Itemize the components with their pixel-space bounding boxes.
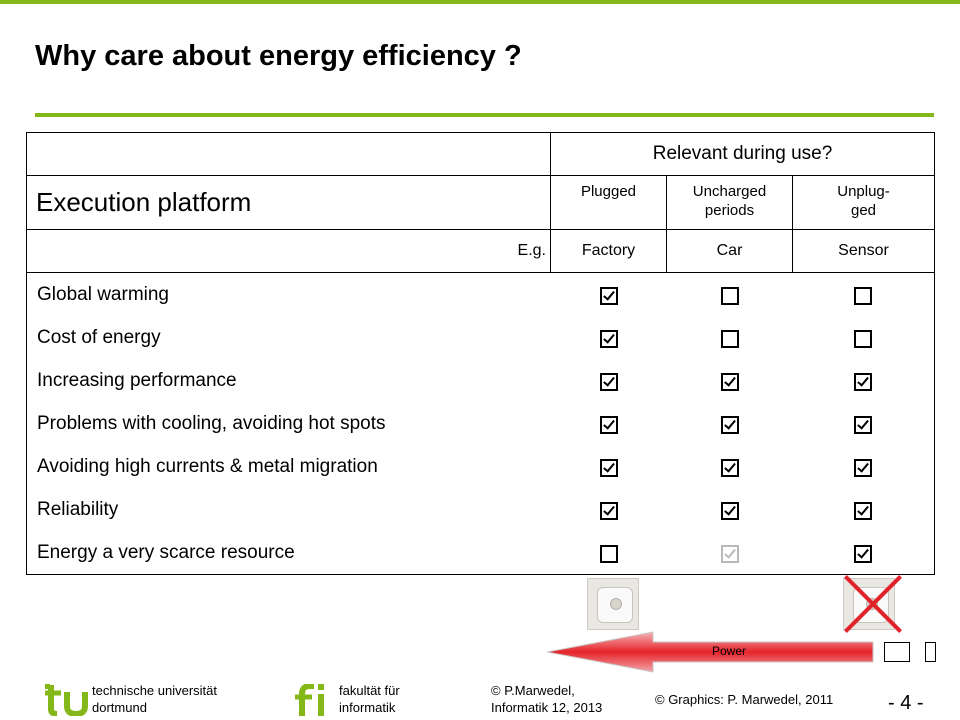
faculty-name-line2: informatik xyxy=(339,700,396,715)
row-label: Increasing performance xyxy=(26,359,551,402)
checked-box-icon xyxy=(599,329,618,348)
mark-cell-uncharged xyxy=(667,316,793,359)
relevant-during-use-header: Relevant during use? xyxy=(549,132,936,176)
empty-box-icon xyxy=(854,286,873,305)
platform-header-row: Execution platform Plugged Uncharged peri… xyxy=(26,175,936,230)
checked-box-icon xyxy=(854,372,873,391)
checked-box-icon xyxy=(854,458,873,477)
mark-cell-plugged xyxy=(551,402,667,445)
row-label: Cost of energy xyxy=(26,316,551,359)
slide-title: Why care about energy efficiency ? xyxy=(35,40,522,72)
row-label: Avoiding high currents & metal migration xyxy=(26,445,551,488)
table-row: Reliability xyxy=(26,488,936,531)
eg-label: E.g. xyxy=(26,229,551,273)
table-row: Avoiding high currents & metal migration xyxy=(26,445,936,488)
mark-cell-unplugged xyxy=(792,402,936,445)
university-name-line1: technische universität xyxy=(92,683,218,698)
checked-box-icon xyxy=(720,501,739,520)
wall-socket-image xyxy=(587,578,639,630)
checked-box-icon xyxy=(720,415,739,434)
empty-box-icon xyxy=(599,544,618,563)
top-accent-line xyxy=(0,0,960,4)
page-number: - 4 - xyxy=(888,692,924,714)
mark-cell-uncharged xyxy=(667,359,793,402)
graphics-credit: © Graphics: P. Marwedel, 2011 xyxy=(655,692,834,707)
checked-box-icon xyxy=(720,458,739,477)
example-factory: Factory xyxy=(550,229,667,273)
checked-box-icon xyxy=(599,415,618,434)
outline-square xyxy=(884,642,910,662)
mark-cell-plugged xyxy=(551,488,667,531)
checked-box-icon xyxy=(854,415,873,434)
mark-cell-plugged xyxy=(551,316,667,359)
column-header-uncharged: Uncharged periods xyxy=(666,175,793,230)
empty-corner-cell xyxy=(26,132,551,176)
relevant-header-row: Relevant during use? xyxy=(26,132,936,176)
checked-box-icon xyxy=(854,544,873,563)
mark-cell-uncharged xyxy=(667,273,793,317)
row-label: Reliability xyxy=(26,488,551,531)
author-credit-line2: Informatik 12, 2013 xyxy=(491,700,603,715)
row-label: Energy a very scarce resource xyxy=(26,531,551,575)
mark-cell-uncharged xyxy=(666,531,793,575)
table-row: Global warming xyxy=(26,272,936,317)
power-label: Power xyxy=(712,644,747,658)
table-row: Energy a very scarce resource xyxy=(26,531,936,575)
column-header-unplugged: Unplug-ged xyxy=(791,175,936,230)
mark-cell-unplugged xyxy=(792,359,936,402)
checked-box-icon xyxy=(720,372,739,391)
mark-cell-plugged xyxy=(550,531,667,575)
checked-box-icon xyxy=(720,544,739,563)
example-row: E.g. Factory Car Sensor xyxy=(26,229,936,273)
row-label: Problems with cooling, avoiding hot spot… xyxy=(26,402,551,445)
checked-box-icon xyxy=(599,501,618,520)
checked-box-icon xyxy=(599,458,618,477)
faculty-name-line1: fakultät für xyxy=(339,683,400,698)
mark-cell-uncharged xyxy=(667,445,793,488)
power-arrow xyxy=(546,631,874,673)
empty-box-icon xyxy=(854,329,873,348)
reasons-body: Global warming Cost of energy Increasing p… xyxy=(26,272,936,575)
empty-box-icon xyxy=(720,329,739,348)
example-sensor: Sensor xyxy=(791,229,936,273)
author-credit-line1: © P.Marwedel, xyxy=(491,683,575,698)
table-row: Problems with cooling, avoiding hot spot… xyxy=(26,402,936,445)
mark-cell-unplugged xyxy=(792,316,936,359)
fakultaet-informatik-logo xyxy=(295,684,324,716)
mark-cell-unplugged xyxy=(792,488,936,531)
mark-cell-unplugged xyxy=(792,272,936,316)
mark-cell-uncharged xyxy=(667,402,793,445)
column-header-plugged: Plugged xyxy=(550,175,667,230)
checked-box-icon xyxy=(599,286,618,305)
checked-box-icon xyxy=(854,501,873,520)
energy-efficiency-table: Relevant during use? Execution platform … xyxy=(26,132,936,575)
title-underline xyxy=(35,113,934,117)
empty-box-icon xyxy=(720,286,739,305)
execution-platform-header: Execution platform xyxy=(26,175,551,230)
mark-cell-plugged xyxy=(551,273,667,317)
mark-cell-unplugged xyxy=(792,531,936,575)
checked-box-icon xyxy=(599,372,618,391)
tu-dortmund-logo xyxy=(45,684,88,716)
outline-square xyxy=(925,642,936,662)
mark-cell-uncharged xyxy=(667,488,793,531)
university-name-line2: dortmund xyxy=(92,700,147,715)
row-label: Global warming xyxy=(26,272,551,316)
table-row: Cost of energy xyxy=(26,316,936,359)
table-row: Increasing performance xyxy=(26,359,936,402)
mark-cell-unplugged xyxy=(792,445,936,488)
mark-cell-plugged xyxy=(551,445,667,488)
example-car: Car xyxy=(666,229,793,273)
mark-cell-plugged xyxy=(551,359,667,402)
